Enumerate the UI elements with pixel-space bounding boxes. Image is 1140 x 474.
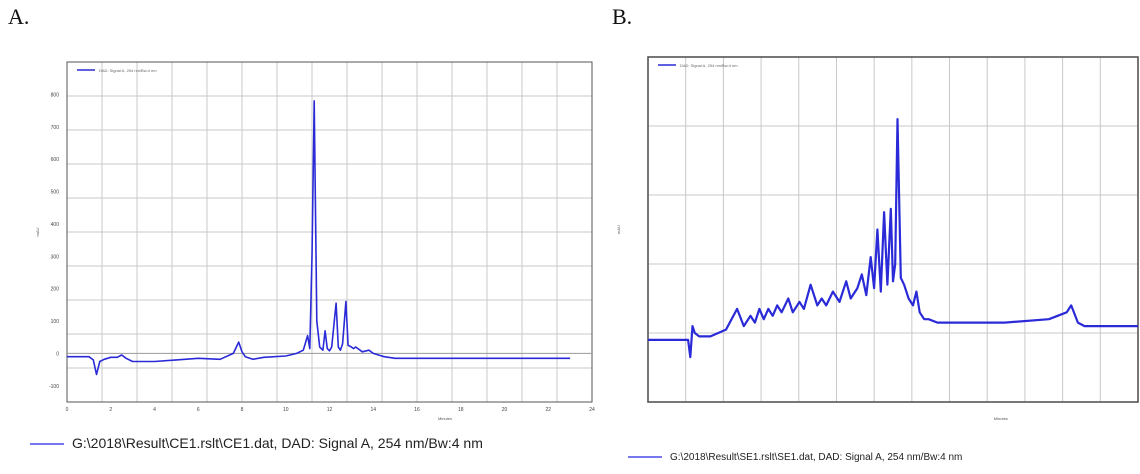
chart-a-x-tick-label: 14 (370, 407, 376, 413)
panel-a-label: A. (8, 4, 30, 29)
chart-a-y-tick-label: 300 (51, 254, 60, 260)
chart-a-y-tick-label: 400 (51, 222, 60, 228)
chart-a-x-tick-label: 0 (66, 407, 69, 413)
chart-a-frame (66, 61, 593, 403)
chart-a-x-tick-label: 10 (283, 407, 289, 413)
chart-a-x-tick-label: 8 (241, 407, 244, 413)
chromatogram-b: Minutes mAU DAD: Signal A, 254 nm/Bw:4 nm (603, 45, 1140, 425)
chart-a-y-tick-label: 200 (51, 287, 60, 293)
chart-a-x-tick-label: 16 (414, 407, 420, 413)
chart-a-y-tick-label: 600 (51, 157, 60, 163)
chart-a-y-tick-label: 700 (51, 125, 60, 131)
chart-a-x-tick-label: 18 (458, 407, 464, 413)
chart-a-y-tick-label: 100 (51, 319, 60, 325)
chart-a-x-axis-label: Minutes (438, 416, 452, 421)
caption-a: G:\2018\Result\CE1.rslt\CE1.dat, DAD: Si… (30, 435, 483, 451)
chart-b-x-axis-label: Minutes (994, 416, 1008, 421)
chart-a-y-tick-label: -100 (49, 384, 59, 390)
chart-a-y-tick-label: 0 (56, 351, 59, 357)
chart-a-y-tick-label: 500 (51, 190, 60, 196)
caption-b-text: G:\2018\Result\SE1.rslt\SE1.dat, DAD: Si… (670, 452, 963, 463)
caption-b: G:\2018\Result\SE1.rslt\SE1.dat, DAD: Si… (628, 452, 962, 463)
chart-a-x-tick-label: 2 (109, 407, 112, 413)
panel-b-label: B. (612, 4, 633, 29)
chart-b-trace (648, 118, 1138, 359)
chart-a-x-tick-label: 20 (502, 407, 508, 413)
chart-a-y-tick-label: 800 (51, 92, 60, 98)
chart-a-y-axis-label: mAU (35, 227, 40, 236)
chart-a-x-tick-label: 22 (545, 407, 551, 413)
chromatogram-a: -100 0 100 200 300 400 500 600 700 800 0 2 4 6 8 10 12 14… (0, 40, 600, 430)
chart-a-x-tick-label: 4 (153, 407, 156, 413)
chart-a-legend-label: DAD: Signal A, 254 nm/Bw:4 nm (99, 68, 157, 73)
chart-b-frame (647, 56, 1139, 403)
chromatogram-b-svg: Minutes mAU DAD: Signal A, 254 nm/Bw:4 nm (616, 56, 1139, 421)
chart-a-x-tick-label: 24 (589, 407, 595, 413)
caption-b-line-swatch (628, 456, 662, 459)
chart-b-y-axis-label: mAU (616, 225, 621, 234)
caption-a-text: G:\2018\Result\CE1.rslt\CE1.dat, DAD: Si… (72, 435, 483, 451)
chart-a-x-tick-label: 6 (197, 407, 200, 413)
chart-b-plot-area (648, 57, 1138, 402)
caption-a-line-swatch (30, 443, 64, 446)
chart-a-x-tick-label: 12 (327, 407, 333, 413)
chart-a-trace (67, 100, 571, 376)
chart-b-legend-label: DAD: Signal A, 254 nm/Bw:4 nm (680, 63, 738, 68)
